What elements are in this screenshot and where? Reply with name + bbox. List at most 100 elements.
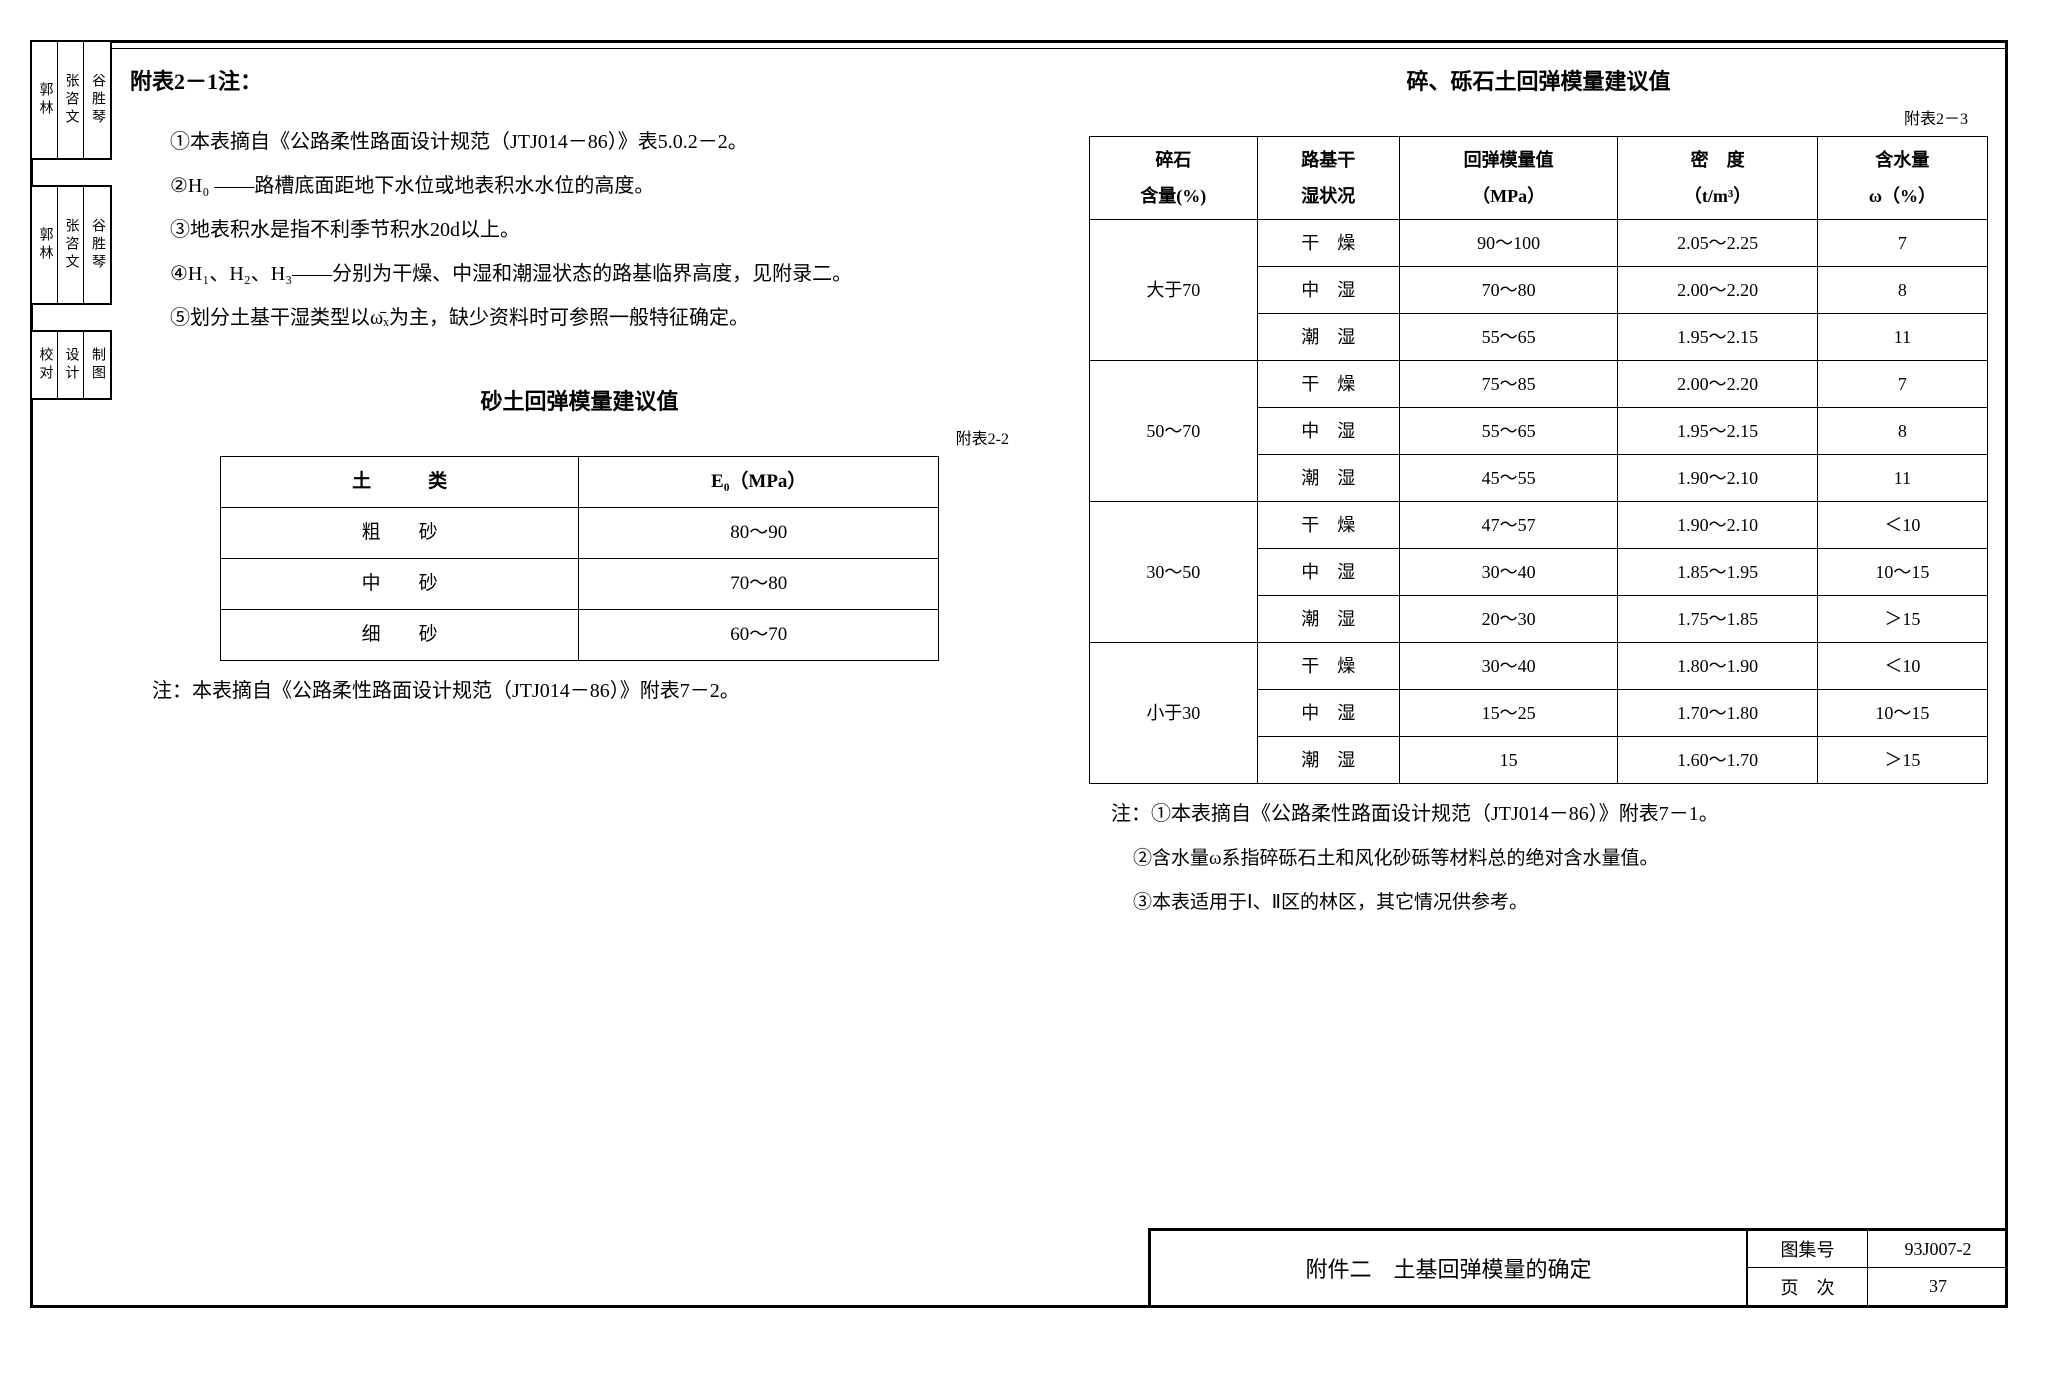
- footnote-item: ②含水量ω系指碎砾石土和风化砂砾等材料总的绝对含水量值。: [1089, 840, 1988, 878]
- table2-tag: 附表2－3: [1089, 104, 1988, 136]
- table-cell: 11: [1817, 314, 1987, 361]
- table-cell: 7: [1817, 361, 1987, 408]
- right-column: 碎、砾石土回弹模量建议值 附表2－3 碎石含量(%)路基干湿状况回弹模量值（MP…: [1089, 60, 1988, 1238]
- table-cell: 11: [1817, 455, 1987, 502]
- note-item: ⑤划分土基干湿类型以ω̄ₓ为主，缺少资料时可参照一般特征确定。: [156, 296, 1029, 340]
- table1-tag: 附表2-2: [130, 424, 1029, 456]
- side-cell: 张咨文: [58, 187, 84, 303]
- title-fields: 图集号 93J007-2 页 次 37: [1748, 1231, 2008, 1305]
- side-cell: 张咨文: [58, 42, 84, 158]
- table-cell: ＞15: [1817, 737, 1987, 784]
- note-item: ④H₁、H₂、H₃——分别为干燥、中湿和潮湿状态的路基临界高度，见附录二。: [156, 252, 1029, 296]
- table-cell: 8: [1817, 267, 1987, 314]
- table-cell: 7: [1817, 220, 1987, 267]
- table-cell: 中 湿: [1257, 549, 1399, 596]
- side-tab-block-2: 郭林 张咨文 谷胜琴: [30, 185, 112, 305]
- table-cell: ＞15: [1817, 596, 1987, 643]
- table-cell: 中 湿: [1257, 267, 1399, 314]
- page-content: 附表2－1注： ①本表摘自《公路柔性路面设计规范（JTJ014－86）》表5.0…: [130, 60, 1988, 1238]
- table-cell: 干 燥: [1257, 502, 1399, 549]
- table-cell: 干 燥: [1257, 361, 1399, 408]
- field-label: 页 次: [1748, 1268, 1868, 1305]
- table-cell: 47～57: [1399, 502, 1618, 549]
- table-cell: 1.90～2.10: [1618, 455, 1817, 502]
- t2-header: 含水量ω（%）: [1817, 137, 1987, 220]
- table-cell: 1.60～1.70: [1618, 737, 1817, 784]
- table-cell: 中 砂: [220, 559, 578, 610]
- table-cell: 20～30: [1399, 596, 1618, 643]
- table2-footnotes: 注：①本表摘自《公路柔性路面设计规范（JTJ014－86）》附表7－1。 ②含水量…: [1089, 794, 1988, 922]
- note-item: ②H₀ ——路槽底面距地下水位或地表积水水位的高度。: [156, 164, 1029, 208]
- t1-header: 土 类: [220, 457, 578, 508]
- table-cell: 干 燥: [1257, 643, 1399, 690]
- table-cell: ＜10: [1817, 643, 1987, 690]
- table-gravel-modulus: 碎石含量(%)路基干湿状况回弹模量值（MPa）密 度（t/m³）含水量ω（%） …: [1089, 136, 1988, 784]
- table-cell: 70～80: [579, 559, 939, 610]
- side-cell: 谷胜琴: [84, 42, 110, 158]
- side-tab-block-1: 郭林 张咨文 谷胜琴: [30, 40, 112, 160]
- t2-header: 路基干湿状况: [1257, 137, 1399, 220]
- table-cell: 8: [1817, 408, 1987, 455]
- side-cell: 设计: [58, 332, 84, 398]
- table-cell: 60～70: [579, 610, 939, 661]
- side-cell: 谷胜琴: [84, 187, 110, 303]
- table-cell: ＜10: [1817, 502, 1987, 549]
- footnote-item: 注：①本表摘自《公路柔性路面设计规范（JTJ014－86）》附表7－1。: [1089, 794, 1988, 834]
- field-label: 图集号: [1748, 1231, 1868, 1268]
- field-value: 37: [1868, 1268, 2008, 1305]
- table-cell: 1.70～1.80: [1618, 690, 1817, 737]
- table-row: 30～50干 燥47～571.90～2.10＜10: [1090, 502, 1988, 549]
- table-cell: 75～85: [1399, 361, 1618, 408]
- table-cell: 30～40: [1399, 549, 1618, 596]
- table1-title: 砂土回弹模量建议值: [130, 380, 1029, 424]
- frame-right-line: [2005, 40, 2008, 1308]
- table-cell: 2.00～2.20: [1618, 361, 1817, 408]
- notes-heading: 附表2－1注：: [130, 60, 1029, 104]
- table-cell: 90～100: [1399, 220, 1618, 267]
- table-sand-modulus: 土 类 E₀（MPa） 粗 砂80～90中 砂70～80细 砂60～70: [220, 456, 939, 661]
- table-cell: 10～15: [1817, 549, 1987, 596]
- table-cell: 潮 湿: [1257, 596, 1399, 643]
- table-cell: 2.05～2.25: [1618, 220, 1817, 267]
- group-cell: 小于30: [1090, 643, 1258, 784]
- title-block: 附件二 土基回弹模量的确定 图集号 93J007-2 页 次 37: [1148, 1228, 2008, 1308]
- table-cell: 70～80: [1399, 267, 1618, 314]
- table-cell: 1.75～1.85: [1618, 596, 1817, 643]
- table-cell: 细 砂: [220, 610, 578, 661]
- t2-header: 碎石含量(%): [1090, 137, 1258, 220]
- table-cell: 中 湿: [1257, 408, 1399, 455]
- t1-header: E₀（MPa）: [579, 457, 939, 508]
- table-cell: 55～65: [1399, 314, 1618, 361]
- group-cell: 大于70: [1090, 220, 1258, 361]
- table-cell: 1.90～2.10: [1618, 502, 1817, 549]
- table-cell: 55～65: [1399, 408, 1618, 455]
- table-cell: 10～15: [1817, 690, 1987, 737]
- table-cell: 粗 砂: [220, 508, 578, 559]
- table-cell: 2.00～2.20: [1618, 267, 1817, 314]
- table-row: 粗 砂80～90: [220, 508, 938, 559]
- note-item: ③地表积水是指不利季节积水20d以上。: [156, 208, 1029, 252]
- t2-header: 密 度（t/m³）: [1618, 137, 1817, 220]
- table-cell: 干 燥: [1257, 220, 1399, 267]
- table-cell: 潮 湿: [1257, 455, 1399, 502]
- table-cell: 80～90: [579, 508, 939, 559]
- t2-header: 回弹模量值（MPa）: [1399, 137, 1618, 220]
- side-tab-block-3: 校对 设计 制图: [30, 330, 112, 400]
- table-cell: 1.85～1.95: [1618, 549, 1817, 596]
- field-value: 93J007-2: [1868, 1231, 2008, 1268]
- table-cell: 15～25: [1399, 690, 1618, 737]
- table-row: 中 砂70～80: [220, 559, 938, 610]
- table2-title: 碎、砾石土回弹模量建议值: [1089, 60, 1988, 104]
- side-cell: 制图: [84, 332, 110, 398]
- group-cell: 30～50: [1090, 502, 1258, 643]
- side-cell: 郭林: [32, 42, 58, 158]
- drawing-title: 附件二 土基回弹模量的确定: [1151, 1231, 1748, 1305]
- group-cell: 50～70: [1090, 361, 1258, 502]
- left-column: 附表2－1注： ①本表摘自《公路柔性路面设计规范（JTJ014－86）》表5.0…: [130, 60, 1029, 1238]
- side-cell: 校对: [32, 332, 58, 398]
- table-cell: 30～40: [1399, 643, 1618, 690]
- table-row: 细 砂60～70: [220, 610, 938, 661]
- notes-list: ①本表摘自《公路柔性路面设计规范（JTJ014－86）》表5.0.2－2。②H₀…: [130, 120, 1029, 340]
- side-cell: 郭林: [32, 187, 58, 303]
- table-cell: 潮 湿: [1257, 314, 1399, 361]
